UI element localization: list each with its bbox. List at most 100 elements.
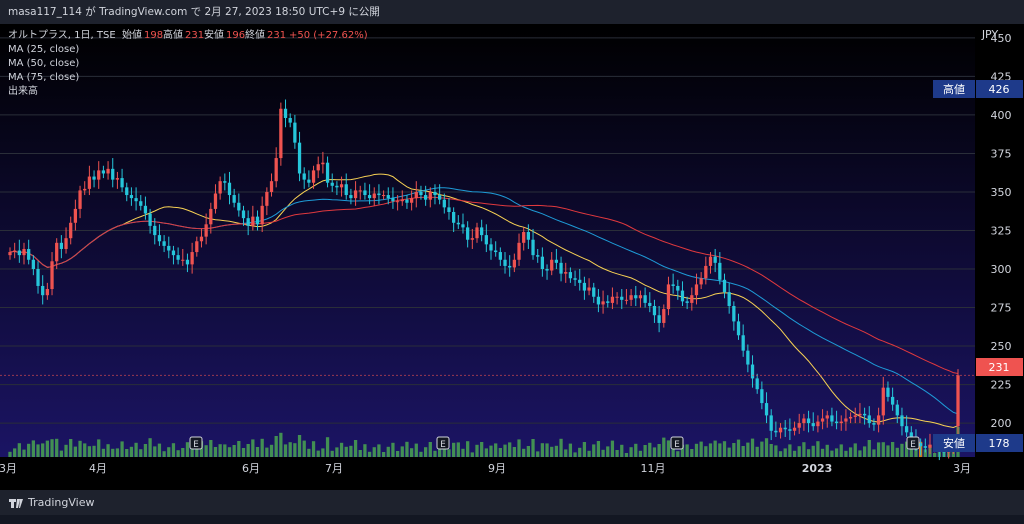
volume-bar: [475, 444, 479, 457]
volume-bar: [405, 441, 409, 457]
volume-bar: [125, 449, 129, 457]
volume-bar: [260, 438, 264, 457]
volume-bar: [755, 446, 759, 457]
volume-bar: [227, 447, 232, 457]
candle-body: [839, 421, 843, 424]
candle-body: [806, 418, 811, 424]
volume-bar: [241, 448, 246, 457]
volume-bar: [372, 447, 376, 457]
volume-bar: [788, 444, 792, 457]
candle-body: [414, 191, 418, 199]
candle-body: [69, 222, 73, 239]
volume-bar: [522, 448, 526, 457]
volume-bar: [143, 444, 148, 457]
volume-bar: [195, 442, 199, 457]
candle-body: [662, 309, 666, 323]
candle-body: [615, 296, 619, 298]
y-tick-label: 200: [991, 417, 1012, 430]
volume-bar: [461, 448, 465, 457]
price-tag-label: 安値: [943, 436, 965, 450]
x-tick-label: 6月: [242, 462, 260, 475]
y-tick-label: 375: [991, 147, 1012, 160]
publish-header: masa117_114 が TradingView.com で 2月 27, 2…: [0, 0, 1024, 24]
candle-body: [848, 416, 853, 419]
volume-bar: [559, 438, 563, 457]
legend-high-label: 高値: [163, 28, 183, 41]
candle-body: [820, 418, 825, 422]
candle-body: [111, 168, 115, 180]
volume-bar: [391, 442, 395, 457]
volume-bar: [428, 442, 432, 457]
volume-bar: [839, 444, 843, 457]
candle-body: [391, 198, 395, 202]
legend-ma25: MA (25, close): [8, 44, 79, 55]
candle-body: [279, 108, 283, 159]
candle-body: [718, 262, 722, 280]
candle-body: [484, 235, 488, 245]
volume-bar: [881, 442, 885, 457]
volume-bar: [87, 446, 92, 457]
volume-bar: [377, 444, 381, 457]
grid: [0, 37, 975, 424]
volume-bar: [452, 442, 456, 457]
volume-bar: [302, 440, 306, 457]
earnings-marker-label: E: [674, 440, 680, 450]
x-tick-label: 3月: [953, 462, 971, 475]
candle-body: [830, 415, 834, 422]
legend: オルトプラス, 1日, TSE 始値 198 高値 231 安値 196 終値 …: [8, 28, 368, 97]
volume-bar: [764, 438, 769, 457]
volume-bar: [933, 453, 937, 457]
volume-bar: [713, 440, 717, 457]
candle-body: [41, 285, 45, 296]
candle-body: [895, 404, 899, 416]
volume-bar: [652, 447, 657, 457]
volume-bar: [778, 451, 783, 457]
volume-bar: [844, 450, 848, 457]
candle-body: [461, 224, 465, 228]
candle-body: [601, 301, 605, 305]
candle-body: [297, 142, 302, 174]
candle-body: [587, 287, 591, 291]
candle-body: [666, 284, 671, 310]
tradingview-brand[interactable]: TradingView: [28, 496, 95, 509]
volume-bar: [900, 443, 904, 457]
volume-bar: [190, 446, 194, 457]
candle-body: [419, 191, 423, 196]
volume-bar: [251, 439, 255, 457]
volume-bar: [876, 442, 881, 457]
tradingview-logo-icon[interactable]: [8, 490, 24, 524]
volume-bar: [508, 442, 512, 457]
candle-body: [181, 259, 185, 261]
volume-bar: [153, 446, 157, 457]
candle-body: [372, 193, 376, 199]
candle-body: [269, 181, 274, 192]
candle-body: [302, 173, 306, 180]
candle-body: [442, 199, 446, 208]
volume-bar: [167, 447, 171, 457]
volume-bar: [438, 446, 442, 457]
time-axis[interactable]: 3月 4月 6月 7月 9月 11月 2023 3月: [0, 462, 971, 475]
legend-ma75: MA (75, close): [8, 72, 79, 83]
volume-bar: [363, 444, 367, 457]
candle-body: [470, 238, 474, 240]
volume-bar: [232, 445, 236, 457]
candle-body: [106, 168, 110, 174]
candle-body: [755, 378, 759, 390]
candle-body: [956, 375, 960, 427]
volume-bar: [339, 442, 344, 457]
candle-body: [844, 418, 848, 422]
volume-bar: [78, 440, 82, 457]
volume-bar: [867, 440, 871, 457]
candle-body: [27, 248, 31, 260]
volume-bar: [806, 449, 811, 457]
candle-body: [115, 178, 120, 180]
volume-bar: [419, 451, 423, 457]
candle-body: [129, 195, 134, 199]
volume-bar: [690, 449, 694, 457]
volume-bar: [45, 440, 49, 457]
candle-body: [769, 415, 773, 431]
volume-bar: [204, 445, 208, 457]
volume-bar: [587, 450, 591, 457]
